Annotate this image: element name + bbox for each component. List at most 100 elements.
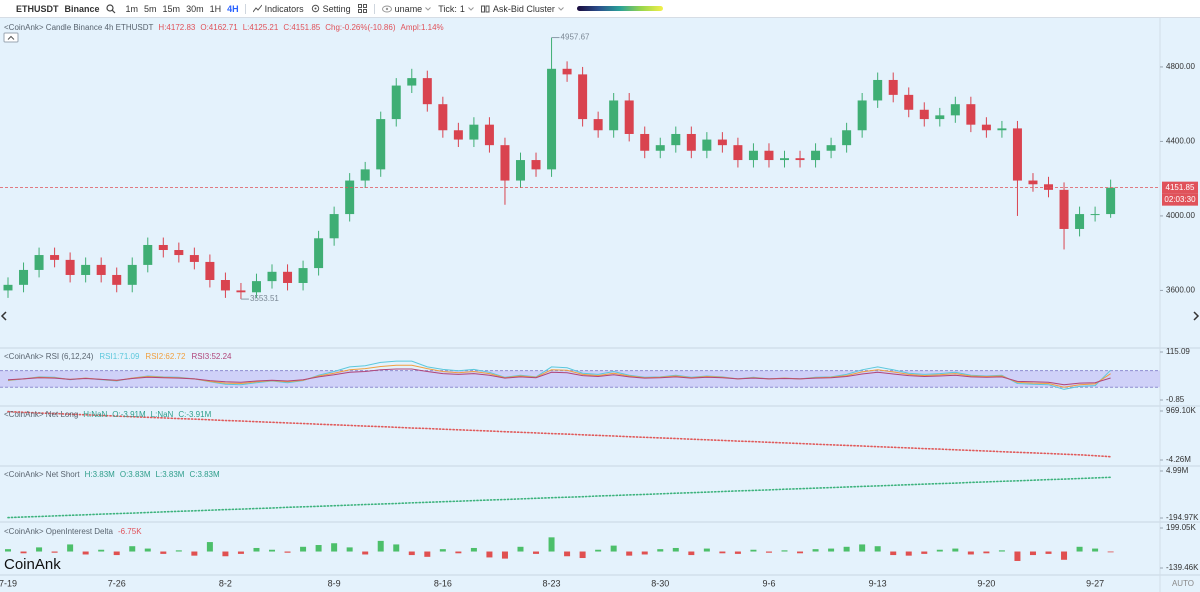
bar bbox=[1029, 551, 1036, 556]
candle-body bbox=[919, 109, 929, 120]
bar bbox=[998, 550, 1005, 552]
background bbox=[0, 18, 1200, 592]
setting-button[interactable]: Setting bbox=[311, 4, 351, 14]
separator bbox=[373, 3, 375, 14]
user-button[interactable]: uname bbox=[381, 4, 432, 14]
candle-body bbox=[686, 133, 696, 151]
tick-button[interactable]: Tick: 1 bbox=[438, 4, 474, 14]
candle-body bbox=[640, 133, 650, 151]
search-icon[interactable] bbox=[105, 3, 116, 14]
interval-button[interactable]: 30m bbox=[186, 3, 204, 14]
interval-button[interactable]: 4H bbox=[227, 3, 239, 14]
candle-body bbox=[1059, 189, 1069, 229]
candle-body bbox=[189, 255, 199, 262]
candle-body bbox=[438, 104, 448, 131]
candle-body bbox=[484, 124, 494, 146]
candle-body bbox=[50, 255, 60, 260]
y-tick-label: -4.26M bbox=[1166, 455, 1191, 464]
bar bbox=[377, 540, 384, 552]
pane-legend: <CoinAnk> Net Short H:3.83M O:3.83M L:3.83M… bbox=[4, 470, 220, 479]
bar bbox=[579, 551, 586, 559]
bar bbox=[719, 551, 726, 554]
candle-body bbox=[205, 261, 215, 280]
candle-body bbox=[298, 268, 308, 283]
series-line bbox=[7, 476, 1112, 519]
cluster-gradient[interactable] bbox=[576, 6, 663, 11]
bar bbox=[1045, 551, 1052, 554]
separator bbox=[244, 3, 246, 14]
interval-button[interactable]: 1m bbox=[125, 3, 139, 14]
bar bbox=[781, 550, 788, 552]
bar bbox=[269, 549, 276, 552]
candle-body bbox=[469, 124, 479, 140]
pane-legend: <CoinAnk> RSI (6,12,24) RSI1:71.09 RSI2:62… bbox=[4, 352, 232, 361]
candle-body bbox=[65, 259, 75, 275]
legend-series: RSI2:62.72 bbox=[145, 352, 186, 361]
candle-body bbox=[780, 158, 789, 161]
bar bbox=[734, 551, 741, 554]
candle-body bbox=[966, 104, 976, 125]
legend-stat: -6.75K bbox=[118, 527, 142, 536]
exchange[interactable]: Binance bbox=[64, 3, 100, 14]
interval-button[interactable]: 5m bbox=[144, 3, 157, 14]
candle-body bbox=[453, 130, 463, 140]
scroll-left[interactable] bbox=[0, 311, 7, 321]
bar bbox=[36, 547, 43, 552]
bar bbox=[67, 544, 74, 552]
candle-body bbox=[609, 100, 619, 131]
x-tick-label: 8-2 bbox=[219, 578, 232, 588]
tick-label: Tick: bbox=[438, 3, 457, 14]
bar bbox=[812, 549, 819, 552]
candle-body bbox=[531, 160, 541, 170]
setting-label: Setting bbox=[322, 3, 351, 14]
bar bbox=[595, 549, 602, 552]
x-tick-label: 8-9 bbox=[328, 578, 341, 588]
candle-body bbox=[19, 269, 29, 285]
candle-body bbox=[547, 68, 557, 170]
interval-button[interactable]: 1H bbox=[209, 3, 222, 14]
candle-body bbox=[733, 145, 743, 161]
y-tick-label: -194.97K bbox=[1166, 513, 1199, 522]
bar bbox=[5, 549, 11, 552]
auto-button[interactable] bbox=[1168, 577, 1198, 590]
cluster-button[interactable]: Ask-Bid Cluster bbox=[480, 4, 564, 14]
candle-body bbox=[1090, 214, 1100, 216]
countdown-label: 02:03:30 bbox=[1164, 195, 1196, 204]
last-price-label: 4151.85 bbox=[1166, 183, 1195, 192]
candle-body bbox=[578, 74, 588, 120]
candle-body bbox=[655, 145, 665, 151]
legend-series: RSI3:52.24 bbox=[191, 352, 232, 361]
bar bbox=[51, 551, 58, 553]
bar bbox=[455, 551, 462, 554]
bar bbox=[284, 551, 291, 553]
candle-body bbox=[376, 119, 386, 170]
bar bbox=[765, 551, 772, 553]
bar bbox=[486, 551, 493, 558]
collapse-button[interactable] bbox=[3, 32, 19, 43]
scroll-right[interactable] bbox=[1193, 311, 1200, 321]
bar bbox=[315, 545, 322, 552]
indicators-button[interactable]: Indicators bbox=[252, 4, 304, 14]
candle-body bbox=[593, 119, 603, 131]
candle-body bbox=[127, 264, 137, 285]
legend-title: <CoinAnk> Net Short bbox=[4, 470, 80, 479]
candle-body bbox=[748, 150, 758, 161]
interval-button[interactable]: 15m bbox=[162, 3, 181, 14]
candle-body bbox=[220, 280, 230, 291]
bar bbox=[300, 546, 307, 552]
countdown-box bbox=[1162, 193, 1198, 206]
y-tick-label: 4.99M bbox=[1166, 466, 1189, 475]
bar bbox=[967, 551, 974, 555]
bar bbox=[797, 551, 804, 554]
bar bbox=[237, 551, 244, 554]
layout-button[interactable] bbox=[357, 4, 367, 13]
legend-stat: L:3.83M bbox=[156, 470, 185, 479]
bar bbox=[859, 544, 866, 552]
candle-body bbox=[624, 100, 634, 134]
bar bbox=[393, 544, 400, 552]
symbol[interactable]: ETHUSDT bbox=[16, 3, 59, 14]
bar bbox=[113, 551, 120, 556]
bar bbox=[1014, 551, 1021, 561]
bar bbox=[191, 551, 198, 556]
